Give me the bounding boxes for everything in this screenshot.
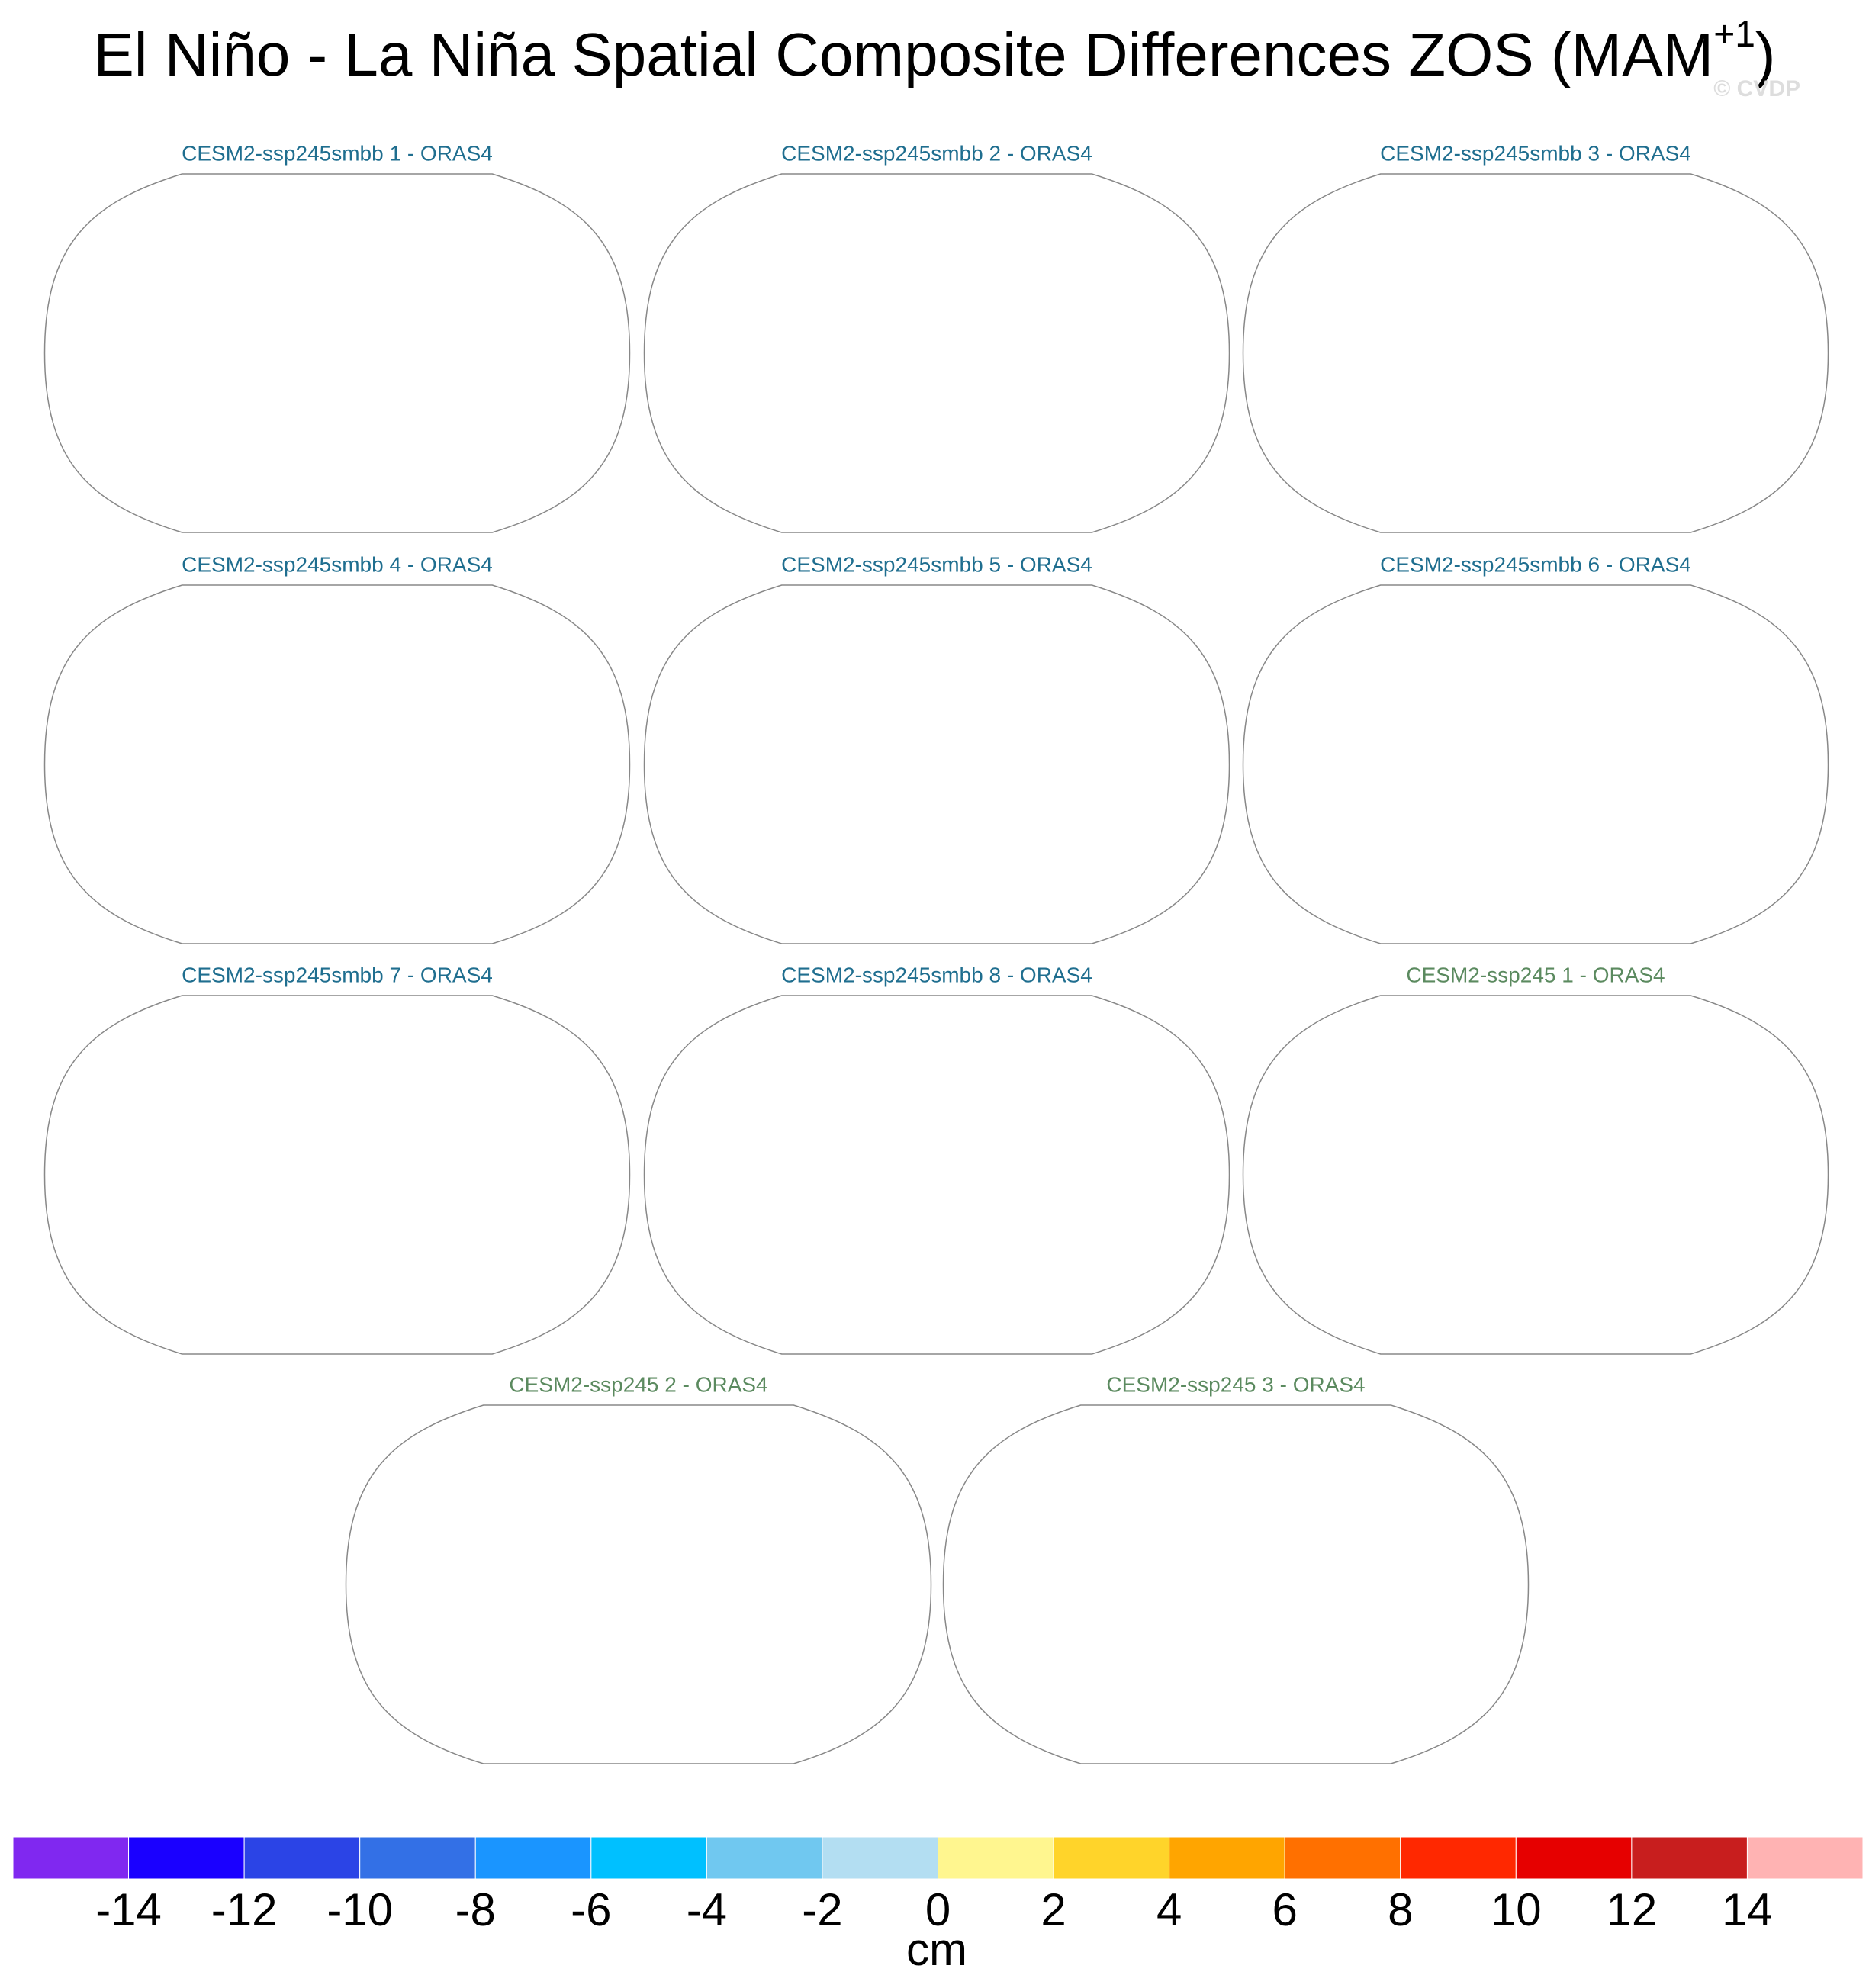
figure-title: El Niño - La Niña Spatial Composite Diff…: [93, 14, 1775, 88]
colorbar-box: [1400, 1836, 1517, 1880]
colorbar-tick-label: 2: [1041, 1884, 1066, 1935]
colorbar-tick-label: -2: [802, 1884, 842, 1935]
map-outline: [643, 995, 1230, 1355]
panel-title: CESM2-ssp245smbb 6 - ORAS4: [1380, 552, 1691, 576]
map-outline: [43, 173, 631, 533]
title-end: ): [1755, 21, 1776, 88]
colorbar-tick-label: 4: [1156, 1884, 1182, 1935]
colorbar-tick-label: 10: [1491, 1884, 1542, 1935]
colorbar-box: [1169, 1836, 1285, 1880]
colorbar-box: [938, 1836, 1054, 1880]
colorbar-tick-label: 14: [1722, 1884, 1773, 1935]
panel-title: CESM2-ssp245smbb 4 - ORAS4: [182, 552, 493, 576]
map-outline: [643, 173, 1230, 533]
panel-title: CESM2-ssp245 1 - ORAS4: [1406, 963, 1665, 986]
panel-title: CESM2-ssp245smbb 5 - ORAS4: [781, 552, 1092, 576]
colorbar-unit: cm: [906, 1924, 967, 1975]
colorbar-tick-label: 8: [1388, 1884, 1413, 1935]
colorbar-tick-label: -14: [95, 1884, 162, 1935]
colorbar-box: [12, 1836, 130, 1880]
map-outline: [942, 1404, 1530, 1764]
colorbar-tick-label: -10: [327, 1884, 393, 1935]
colorbar-box: [1515, 1836, 1633, 1880]
colorbar-box: [359, 1836, 476, 1880]
panel-title: CESM2-ssp245smbb 2 - ORAS4: [781, 141, 1092, 165]
map-outline: [1242, 995, 1829, 1355]
colorbar-tick-label: 12: [1607, 1884, 1658, 1935]
panel-title: CESM2-ssp245smbb 7 - ORAS4: [182, 963, 493, 986]
colorbar-tick-label: -8: [455, 1884, 496, 1935]
map-outline: [643, 584, 1230, 944]
watermark: © CVDP: [1713, 76, 1800, 101]
colorbar-tick-label: -4: [687, 1884, 727, 1935]
title-main: El Niño - La Niña Spatial Composite Diff…: [93, 21, 1713, 88]
colorbar-tick-label: 6: [1272, 1884, 1298, 1935]
colorbar-box: [128, 1836, 245, 1880]
colorbar-tick-label: 0: [925, 1884, 951, 1935]
title-superscript: +1: [1713, 14, 1755, 55]
map-outline: [345, 1404, 932, 1764]
panel-title: CESM2-ssp245 2 - ORAS4: [509, 1372, 767, 1396]
panel-title: CESM2-ssp245smbb 1 - ORAS4: [182, 141, 493, 165]
panel-title: CESM2-ssp245 3 - ORAS4: [1106, 1372, 1365, 1396]
map-outline: [1242, 584, 1829, 944]
colorbar-box: [1053, 1836, 1170, 1880]
colorbar-tick-label: -12: [211, 1884, 278, 1935]
colorbar-box: [1746, 1836, 1864, 1880]
colorbar-box: [474, 1836, 592, 1880]
colorbar-box: [1284, 1836, 1401, 1880]
colorbar-box: [706, 1836, 823, 1880]
map-outline: [1242, 173, 1829, 533]
colorbar-box: [243, 1836, 361, 1880]
panel-title: CESM2-ssp245smbb 8 - ORAS4: [781, 963, 1092, 986]
colorbar-tick-label: -6: [571, 1884, 611, 1935]
colorbar-box: [1631, 1836, 1748, 1880]
colorbar-box: [590, 1836, 707, 1880]
colorbar-box: [822, 1836, 938, 1880]
panel-title: CESM2-ssp245smbb 3 - ORAS4: [1380, 141, 1691, 165]
map-outline: [43, 995, 631, 1355]
map-outline: [43, 584, 631, 944]
